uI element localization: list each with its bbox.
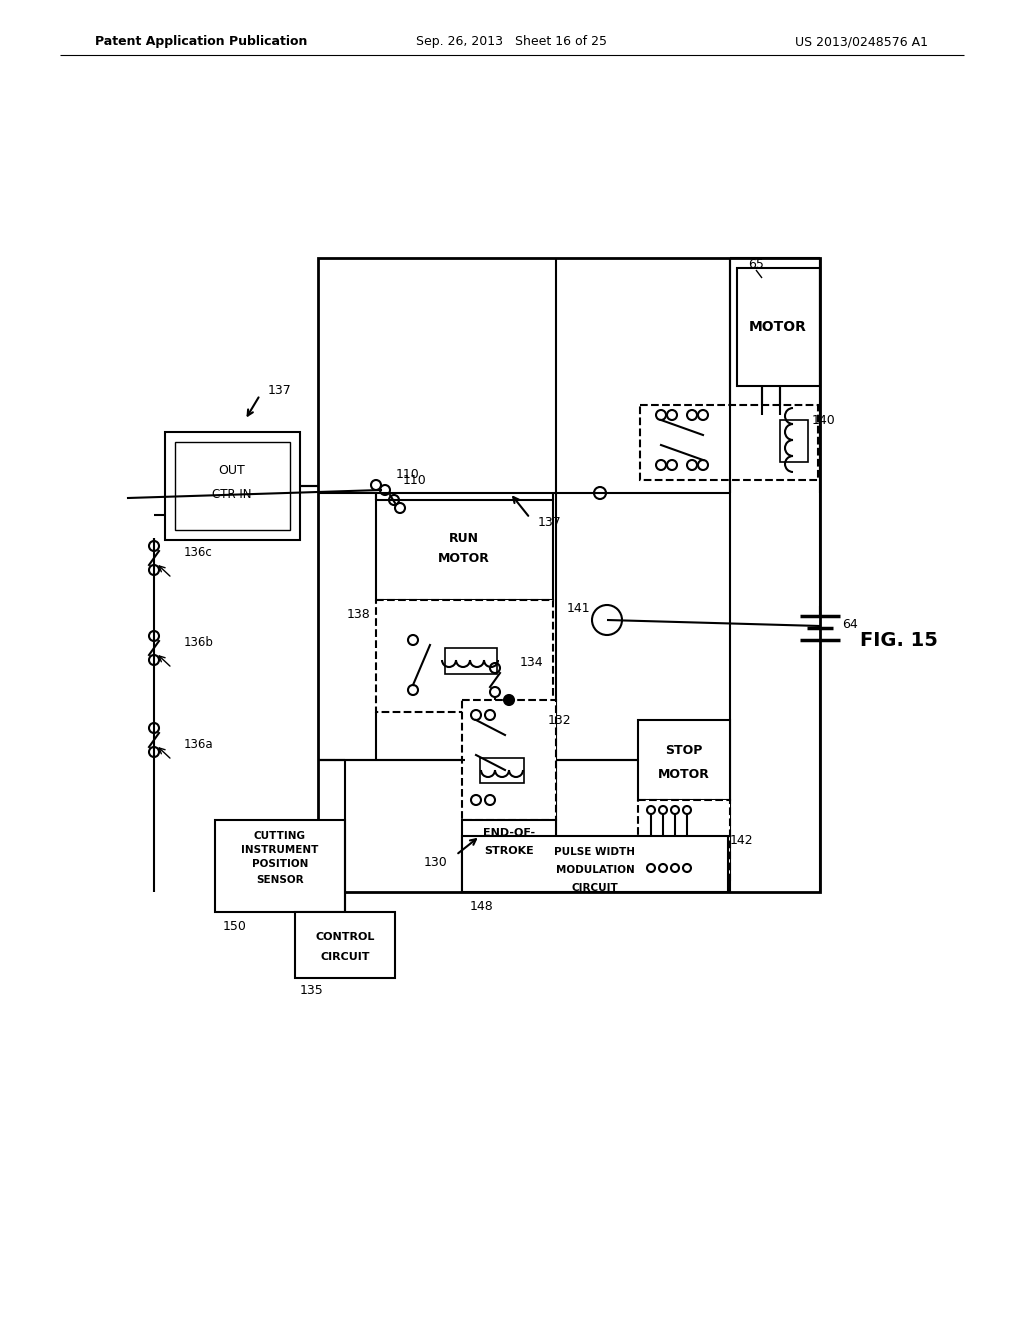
Text: RUN: RUN	[449, 532, 479, 544]
Text: 130: 130	[423, 855, 447, 869]
Bar	[737, 268, 820, 385]
Text: 65: 65	[749, 257, 764, 271]
Text: END-OF-: END-OF-	[483, 828, 536, 838]
Text: 141: 141	[566, 602, 590, 615]
Bar	[175, 442, 290, 531]
Text: US 2013/0248576 A1: US 2013/0248576 A1	[795, 36, 928, 49]
Bar	[376, 601, 553, 711]
Text: MOTOR: MOTOR	[438, 552, 489, 565]
Text: STOP: STOP	[666, 743, 702, 756]
Text: MOTOR: MOTOR	[658, 768, 710, 781]
Text: FIG. 15: FIG. 15	[860, 631, 938, 649]
Text: 140: 140	[812, 413, 836, 426]
Text: CIRCUIT: CIRCUIT	[571, 883, 618, 894]
Bar	[445, 648, 497, 675]
Text: 148: 148	[470, 899, 494, 912]
Text: Sep. 26, 2013   Sheet 16 of 25: Sep. 26, 2013 Sheet 16 of 25	[417, 36, 607, 49]
Bar	[780, 420, 808, 462]
Text: OUT: OUT	[219, 463, 246, 477]
Text: 136b: 136b	[184, 636, 214, 649]
Bar	[462, 836, 728, 892]
Text: 142: 142	[730, 833, 754, 846]
Bar	[215, 820, 345, 912]
Text: 138: 138	[346, 609, 370, 622]
Text: CUTTING: CUTTING	[254, 832, 306, 841]
Bar	[462, 700, 556, 820]
Bar	[295, 912, 395, 978]
Text: 110: 110	[403, 474, 427, 487]
Bar	[462, 820, 556, 892]
Text: SENSOR: SENSOR	[256, 875, 304, 884]
Bar	[318, 257, 820, 892]
Text: CIRCUIT: CIRCUIT	[321, 952, 370, 962]
Bar	[480, 758, 524, 783]
Bar	[165, 432, 300, 540]
Text: POSITION: POSITION	[252, 859, 308, 869]
Bar	[638, 800, 730, 880]
Text: CTR IN: CTR IN	[212, 487, 252, 500]
Bar	[376, 500, 553, 601]
Text: 136c: 136c	[184, 546, 213, 560]
Text: 135: 135	[300, 983, 324, 997]
Text: 137: 137	[538, 516, 562, 528]
Text: PULSE WIDTH: PULSE WIDTH	[555, 847, 636, 857]
Text: 132: 132	[548, 714, 571, 726]
Text: 137: 137	[268, 384, 292, 396]
Text: 136a: 136a	[184, 738, 214, 751]
Text: 110: 110	[396, 469, 420, 482]
Circle shape	[504, 696, 514, 705]
Text: INSTRUMENT: INSTRUMENT	[242, 845, 318, 855]
Text: 150: 150	[223, 920, 247, 932]
Text: CONTROL: CONTROL	[315, 932, 375, 942]
Bar	[638, 719, 730, 800]
Text: MODULATION: MODULATION	[556, 865, 635, 875]
Text: MOTOR: MOTOR	[750, 319, 807, 334]
Text: STROKE: STROKE	[484, 846, 534, 855]
Text: 64: 64	[842, 618, 858, 631]
Bar	[640, 405, 818, 480]
Text: Patent Application Publication: Patent Application Publication	[95, 36, 307, 49]
Text: 134: 134	[520, 656, 544, 668]
